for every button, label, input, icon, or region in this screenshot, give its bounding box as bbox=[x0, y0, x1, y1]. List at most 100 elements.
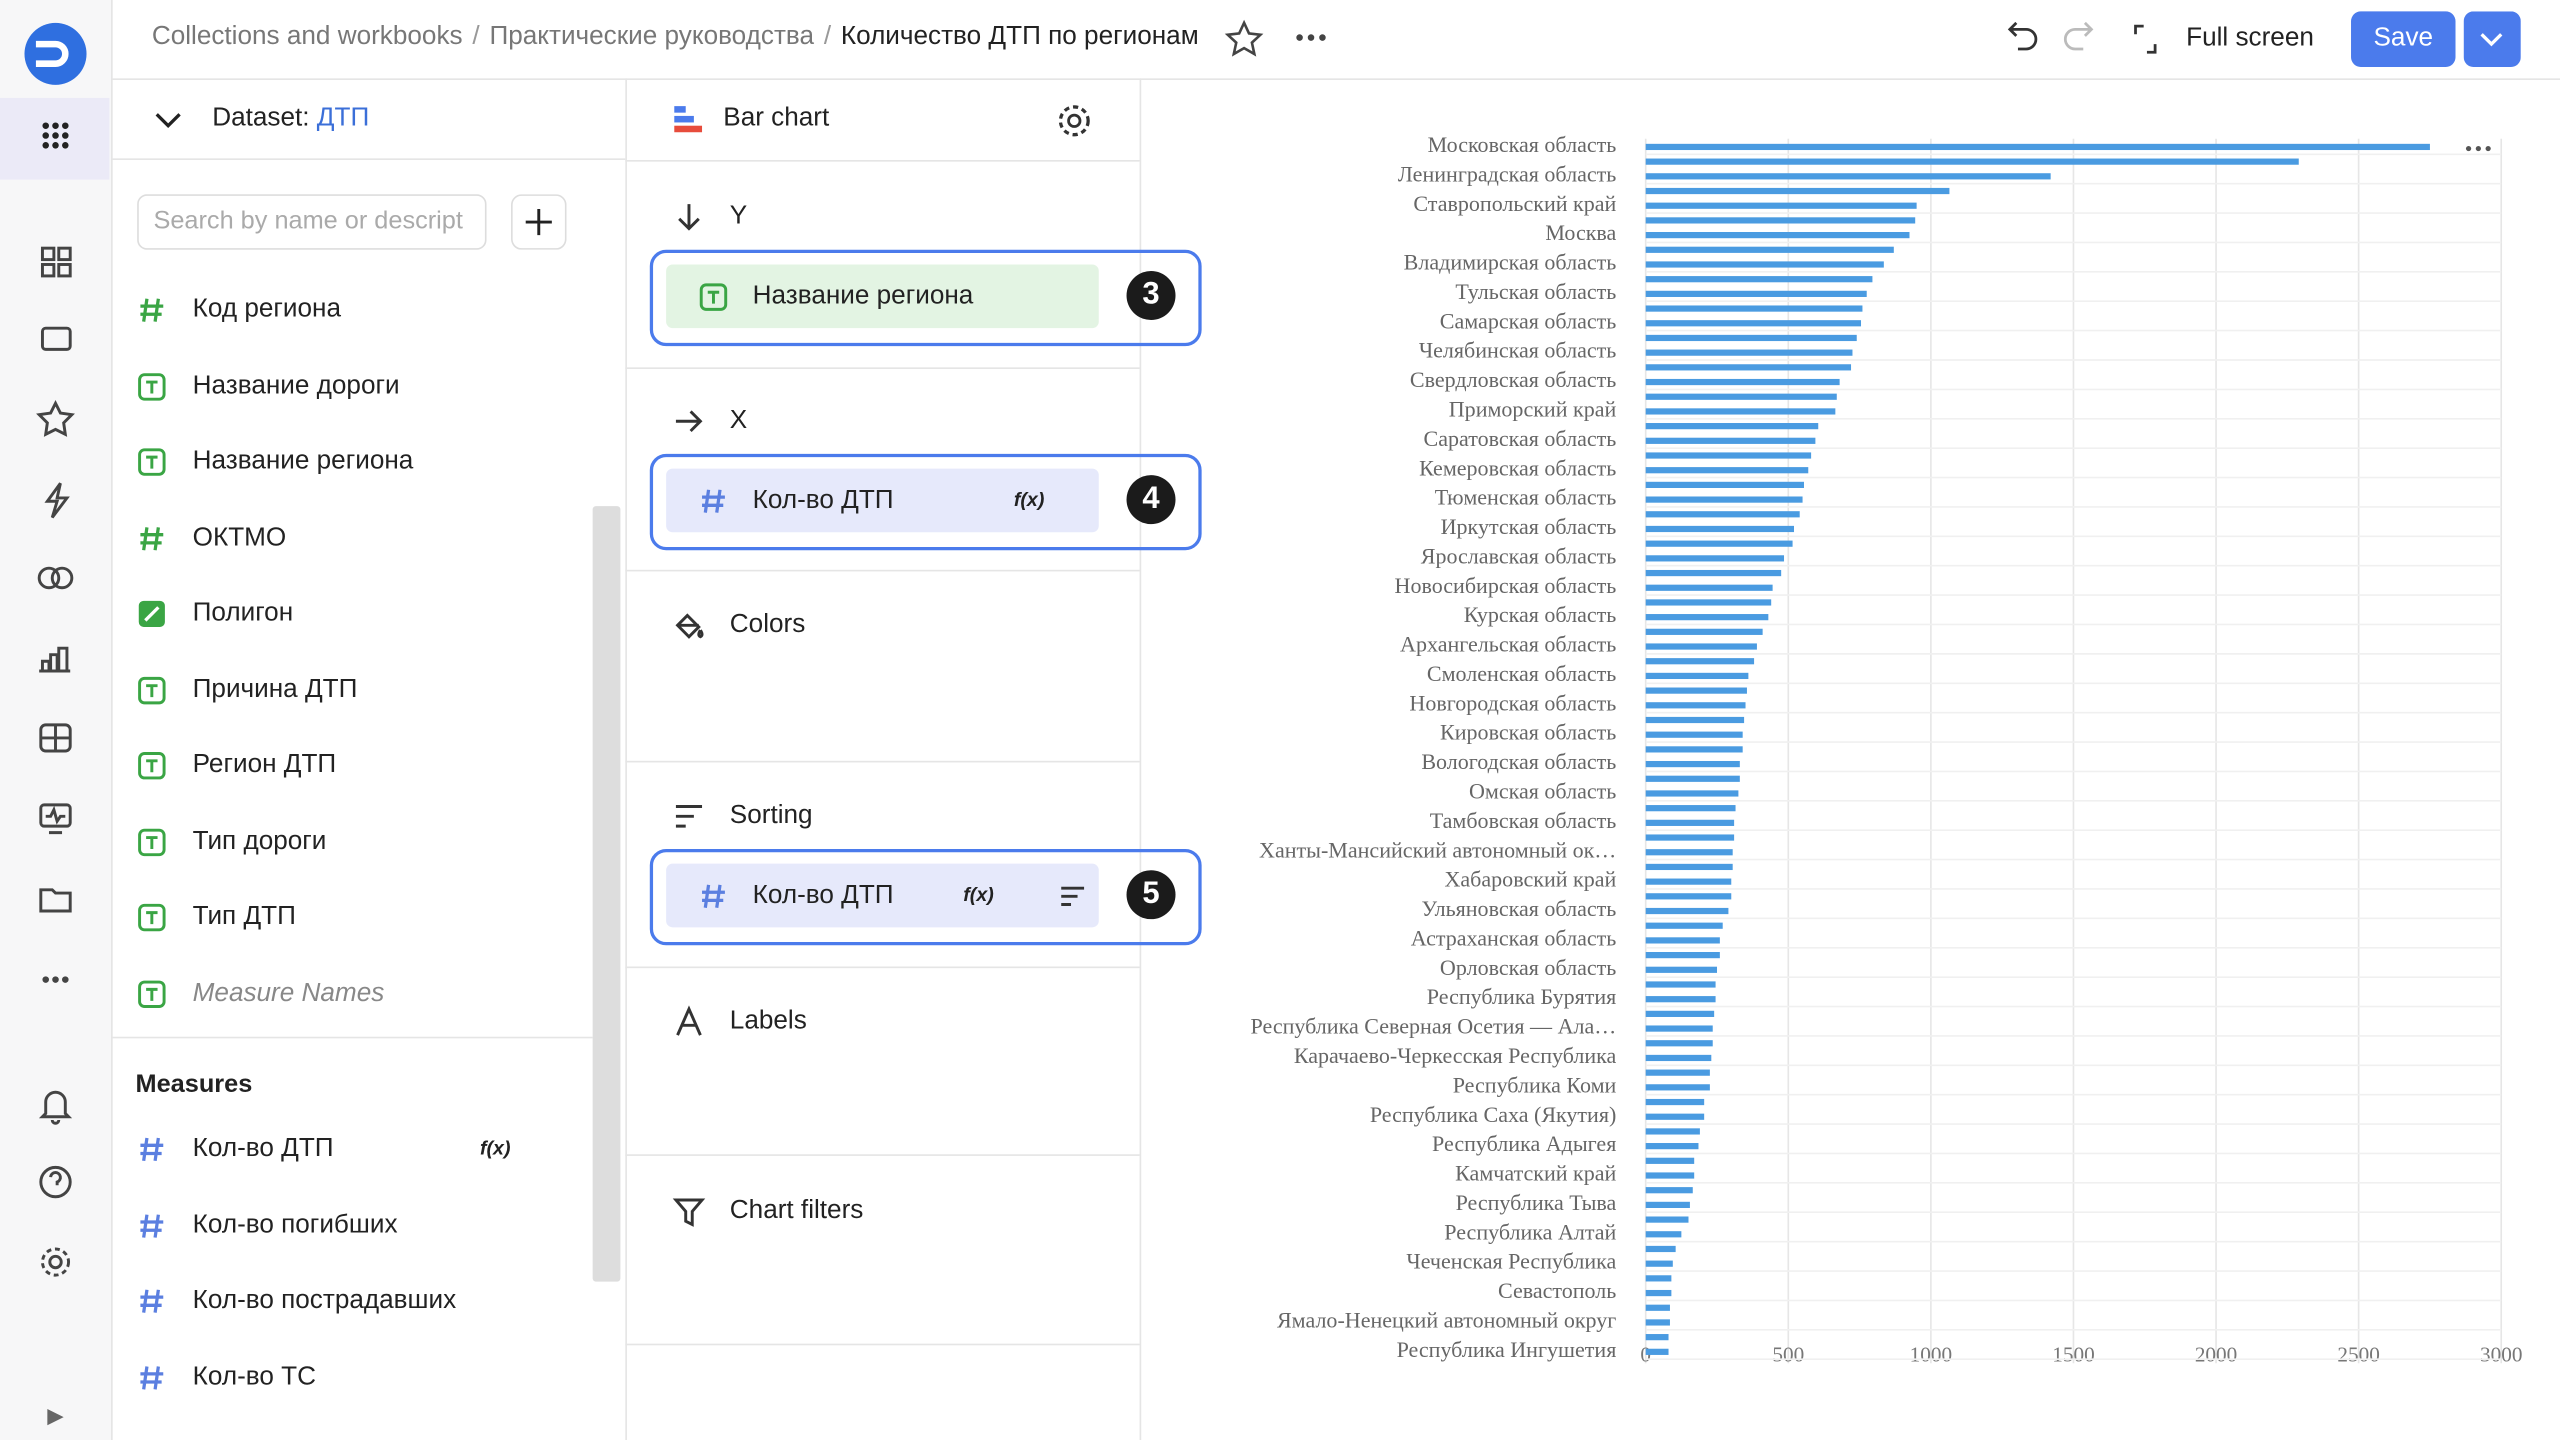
nav-notifications[interactable] bbox=[38, 1090, 73, 1125]
scrollbar[interactable] bbox=[592, 506, 621, 1282]
category-label: Хабаровский край bbox=[1444, 867, 1616, 892]
type-icon bbox=[136, 1209, 169, 1242]
bar bbox=[1645, 907, 1729, 915]
measure-field[interactable]: Кол-во пострадавших bbox=[192, 1286, 457, 1315]
bar bbox=[1645, 863, 1733, 871]
dimension-field[interactable]: Название дороги bbox=[192, 371, 400, 400]
chart-type-icon bbox=[674, 106, 703, 133]
bar bbox=[1645, 555, 1785, 562]
nav-dashboards[interactable] bbox=[39, 723, 72, 753]
section-icon-graphic bbox=[675, 805, 703, 828]
formula-label: f(x) bbox=[1013, 488, 1045, 512]
step-marker: 3 bbox=[1126, 271, 1176, 320]
chart-menu[interactable] bbox=[2465, 145, 2491, 152]
dimension-field[interactable]: Measure Names bbox=[192, 978, 385, 1007]
highlight-box bbox=[649, 453, 1202, 551]
nav-workbooks[interactable] bbox=[40, 326, 72, 351]
bar bbox=[1645, 1187, 1693, 1194]
chart-settings-button[interactable] bbox=[1053, 100, 1095, 142]
nav-favorites[interactable] bbox=[36, 399, 75, 437]
bar bbox=[1645, 1054, 1712, 1062]
breadcrumb[interactable]: Collections and workbooks bbox=[151, 22, 463, 51]
save-button[interactable]: Save bbox=[2351, 11, 2456, 67]
dimension-field[interactable]: Причина ДТП bbox=[192, 675, 358, 703]
redo-button[interactable] bbox=[2063, 21, 2094, 51]
nav-monitoring[interactable] bbox=[39, 803, 72, 835]
header-divider bbox=[111, 78, 2560, 80]
nav-collections[interactable] bbox=[40, 246, 72, 278]
add-field-button[interactable] bbox=[511, 194, 567, 250]
favorite-button[interactable] bbox=[1224, 19, 1264, 57]
type-icon-graphic bbox=[140, 298, 164, 322]
category-label: Республика Алтай bbox=[1444, 1219, 1616, 1244]
search-placeholder: Search by name or descript bbox=[153, 207, 463, 236]
dimension-field[interactable]: Название региона bbox=[192, 447, 414, 476]
logo[interactable] bbox=[24, 22, 87, 85]
category-label: Тульская область bbox=[1455, 279, 1616, 304]
bar bbox=[1645, 276, 1873, 283]
undo-button[interactable] bbox=[2007, 21, 2038, 51]
field-pill[interactable] bbox=[666, 468, 1099, 533]
dimension-field[interactable]: Код региона bbox=[192, 295, 341, 324]
save-menu-button[interactable] bbox=[2463, 11, 2521, 67]
chart-type[interactable]: Bar chart bbox=[723, 104, 830, 133]
dimension-field[interactable]: Тип ДТП bbox=[192, 902, 296, 931]
bar bbox=[1645, 496, 1803, 503]
fullscreen-button[interactable]: Full screen bbox=[2186, 24, 2314, 53]
field-pill[interactable] bbox=[666, 264, 1099, 329]
sort-icon-path bbox=[1061, 886, 1085, 906]
nav-expand[interactable] bbox=[47, 1408, 64, 1426]
nav-help[interactable] bbox=[39, 1165, 72, 1199]
search-input[interactable] bbox=[137, 194, 487, 250]
bar bbox=[1645, 702, 1746, 709]
dataset-name[interactable]: ДТП bbox=[316, 104, 370, 133]
type-icon-graphic bbox=[138, 827, 166, 856]
type-icon bbox=[136, 598, 169, 631]
text-icon-mark bbox=[146, 987, 158, 1000]
measure-field[interactable]: Кол-во погибших bbox=[192, 1210, 398, 1239]
section-icon-path bbox=[672, 1198, 706, 1227]
measure-field[interactable]: Кол-во ТС bbox=[192, 1362, 316, 1391]
text-icon-mark bbox=[146, 455, 158, 469]
breadcrumb[interactable]: Практические руководства bbox=[489, 22, 815, 51]
type-icon bbox=[136, 446, 169, 479]
section-icon-path bbox=[675, 410, 703, 433]
category-label: Республика Коми bbox=[1453, 1072, 1617, 1097]
section-title: Labels bbox=[729, 1007, 807, 1036]
dimension-field[interactable]: Регион ДТП bbox=[192, 751, 337, 779]
more-button[interactable] bbox=[1296, 34, 1326, 41]
hash-icon bbox=[140, 1365, 164, 1389]
bar bbox=[1645, 746, 1743, 753]
dimension-field[interactable]: Тип дороги bbox=[192, 826, 327, 855]
dimension-field[interactable]: Полигон bbox=[192, 599, 294, 627]
bar bbox=[1645, 540, 1793, 547]
category-label: Республика Ингушетия bbox=[1397, 1337, 1617, 1362]
category-label: Ярославская область bbox=[1421, 543, 1617, 568]
type-icon-graphic bbox=[140, 1289, 164, 1313]
menu-icon[interactable] bbox=[42, 122, 69, 149]
nav-connections[interactable] bbox=[44, 482, 70, 519]
nav-settings[interactable] bbox=[40, 1247, 71, 1277]
nav-more[interactable] bbox=[42, 976, 69, 983]
field-pill[interactable] bbox=[666, 863, 1099, 928]
text-icon-mark bbox=[146, 835, 158, 849]
dimension-field[interactable]: ОКТМО bbox=[192, 523, 287, 552]
nav-datasets[interactable] bbox=[37, 566, 74, 590]
bar bbox=[1645, 305, 1863, 312]
sort-direction[interactable] bbox=[1056, 880, 1089, 913]
text-icon bbox=[699, 283, 728, 311]
category-label: Ставропольский край bbox=[1413, 191, 1616, 216]
nav-charts[interactable] bbox=[39, 646, 71, 673]
type-icon bbox=[697, 485, 730, 518]
dataset-toggle[interactable] bbox=[150, 104, 189, 137]
bar bbox=[1645, 834, 1735, 841]
nav-files[interactable] bbox=[39, 888, 72, 913]
bar bbox=[1645, 922, 1723, 929]
bar bbox=[1645, 878, 1732, 885]
measure-field[interactable]: Кол-во ДТП bbox=[192, 1134, 334, 1163]
highlight-box bbox=[649, 848, 1202, 946]
bar bbox=[1645, 1157, 1695, 1164]
type-icon bbox=[136, 749, 169, 782]
category-label: Москва bbox=[1545, 220, 1616, 245]
